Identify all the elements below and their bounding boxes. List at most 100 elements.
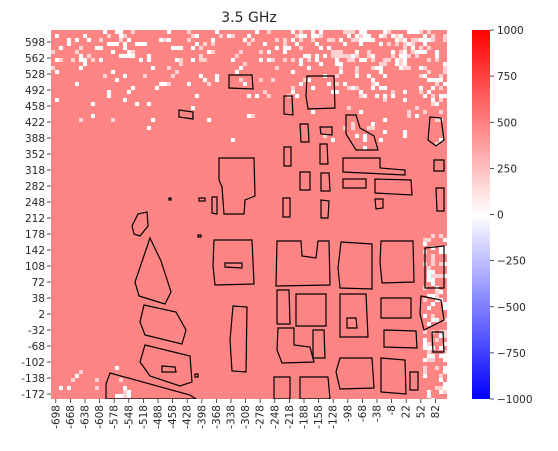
heatmap-cell xyxy=(247,42,251,46)
heatmap-cell xyxy=(403,134,407,138)
heatmap-cell xyxy=(123,386,127,390)
heatmap-cell xyxy=(123,54,127,58)
heatmap-cell xyxy=(435,58,439,62)
heatmap-cell xyxy=(291,38,295,42)
heatmap-cell xyxy=(435,78,439,82)
heatmap-cell xyxy=(319,62,323,66)
heatmap-cell xyxy=(383,34,387,38)
heatmap-cell xyxy=(207,82,211,86)
y-tick-label: 352 xyxy=(25,149,45,161)
heatmap-cell xyxy=(427,58,431,62)
heatmap-cell xyxy=(59,386,63,390)
heatmap-cell xyxy=(147,54,151,58)
heatmap-cell xyxy=(119,378,123,382)
heatmap-cell xyxy=(443,94,447,98)
heatmap-cell xyxy=(75,374,79,378)
heatmap-cell xyxy=(431,354,435,358)
heatmap-cell xyxy=(435,298,439,302)
building-outline xyxy=(197,234,202,238)
x-tick-label: -428 xyxy=(182,405,194,429)
heatmap-cell xyxy=(359,30,363,34)
heatmap-cell xyxy=(411,46,415,50)
building-outline xyxy=(419,295,445,331)
heatmap-cell xyxy=(131,86,135,90)
heatmap-cell xyxy=(439,334,443,338)
heatmap-cell xyxy=(215,74,219,78)
heatmap-cell xyxy=(283,50,287,54)
heatmap-cell xyxy=(351,54,355,58)
heatmap-cell xyxy=(363,38,367,42)
heatmap-cell xyxy=(191,58,195,62)
x-tick-label: -338 xyxy=(226,405,238,429)
heatmap-cell xyxy=(291,58,295,62)
heatmap-cell xyxy=(227,34,231,38)
heatmap-cell xyxy=(343,30,347,34)
heatmap-cell xyxy=(423,358,427,362)
heatmap-cell xyxy=(311,38,315,42)
x-tick-label: -518 xyxy=(138,405,150,429)
heatmap-cell xyxy=(331,90,335,94)
heatmap-cell xyxy=(319,46,323,50)
colorbar-tick-label: 250 xyxy=(497,163,517,175)
heatmap-cell xyxy=(339,38,343,42)
building-outline xyxy=(335,357,375,390)
heatmap-cell xyxy=(363,146,367,150)
heatmap-cell xyxy=(339,66,343,70)
y-tick-label: 38 xyxy=(32,293,45,305)
heatmap-cell xyxy=(427,358,431,362)
heatmap-cell xyxy=(407,54,411,58)
heatmap-cell xyxy=(391,34,395,38)
heatmap-cell xyxy=(167,30,171,34)
heatmap-cell xyxy=(99,38,103,42)
heatmap-cell xyxy=(235,70,239,74)
heatmap-cell xyxy=(411,42,415,46)
y-axis-ticks: 598 562 528 492 458 422 388 352 318 282 248 212 178 1… xyxy=(21,37,51,401)
heatmap-cell xyxy=(231,58,235,62)
heatmap-cell xyxy=(431,246,435,250)
heatmap-cell xyxy=(187,30,191,34)
x-tick-label: -188 xyxy=(299,405,311,429)
x-tick-label: 52 xyxy=(415,405,427,418)
heatmap-cell xyxy=(231,138,235,142)
heatmap-cell xyxy=(419,50,423,54)
heatmap-cell xyxy=(359,90,363,94)
heatmap-cell xyxy=(67,42,71,46)
building-outline xyxy=(224,262,243,269)
heatmap-cell xyxy=(135,102,139,106)
heatmap-cell xyxy=(263,90,267,94)
heatmap-cell xyxy=(443,70,447,74)
y-tick-label: -32 xyxy=(28,325,45,337)
heatmap-cell xyxy=(439,86,443,90)
heatmap-cell xyxy=(251,38,255,42)
heatmap-cell xyxy=(423,66,427,70)
heatmap-cell xyxy=(423,346,427,350)
heatmap-cell xyxy=(71,378,75,382)
heatmap-cell xyxy=(127,90,131,94)
heatmap-cell xyxy=(315,54,319,58)
x-tick-label: -278 xyxy=(255,405,267,429)
heatmap-cell xyxy=(395,42,399,46)
heatmap-cell xyxy=(419,66,423,70)
heatmap-cell xyxy=(243,38,247,42)
y-tick-label: -138 xyxy=(21,373,45,385)
heatmap-cell xyxy=(135,42,139,46)
heatmap-cell xyxy=(435,82,439,86)
heatmap-cell xyxy=(395,58,399,62)
heatmap-cell xyxy=(327,38,331,42)
heatmap-cell xyxy=(75,82,79,86)
heatmap-cell xyxy=(159,38,163,42)
heatmap-cell xyxy=(275,38,279,42)
heatmap-cell xyxy=(123,42,127,46)
x-tick-label: -548 xyxy=(123,405,135,429)
heatmap-cell xyxy=(127,390,131,394)
heatmap-cell xyxy=(355,50,359,54)
heatmap-cell xyxy=(355,34,359,38)
heatmap-cell xyxy=(79,66,83,70)
heatmap-cell xyxy=(243,62,247,66)
heatmap-cell xyxy=(407,66,411,70)
heatmap-cell xyxy=(131,50,135,54)
heatmap-cell xyxy=(415,50,419,54)
heatmap-cell xyxy=(123,46,127,50)
x-tick-label: 22 xyxy=(401,405,413,418)
heatmap-cell xyxy=(383,98,387,102)
